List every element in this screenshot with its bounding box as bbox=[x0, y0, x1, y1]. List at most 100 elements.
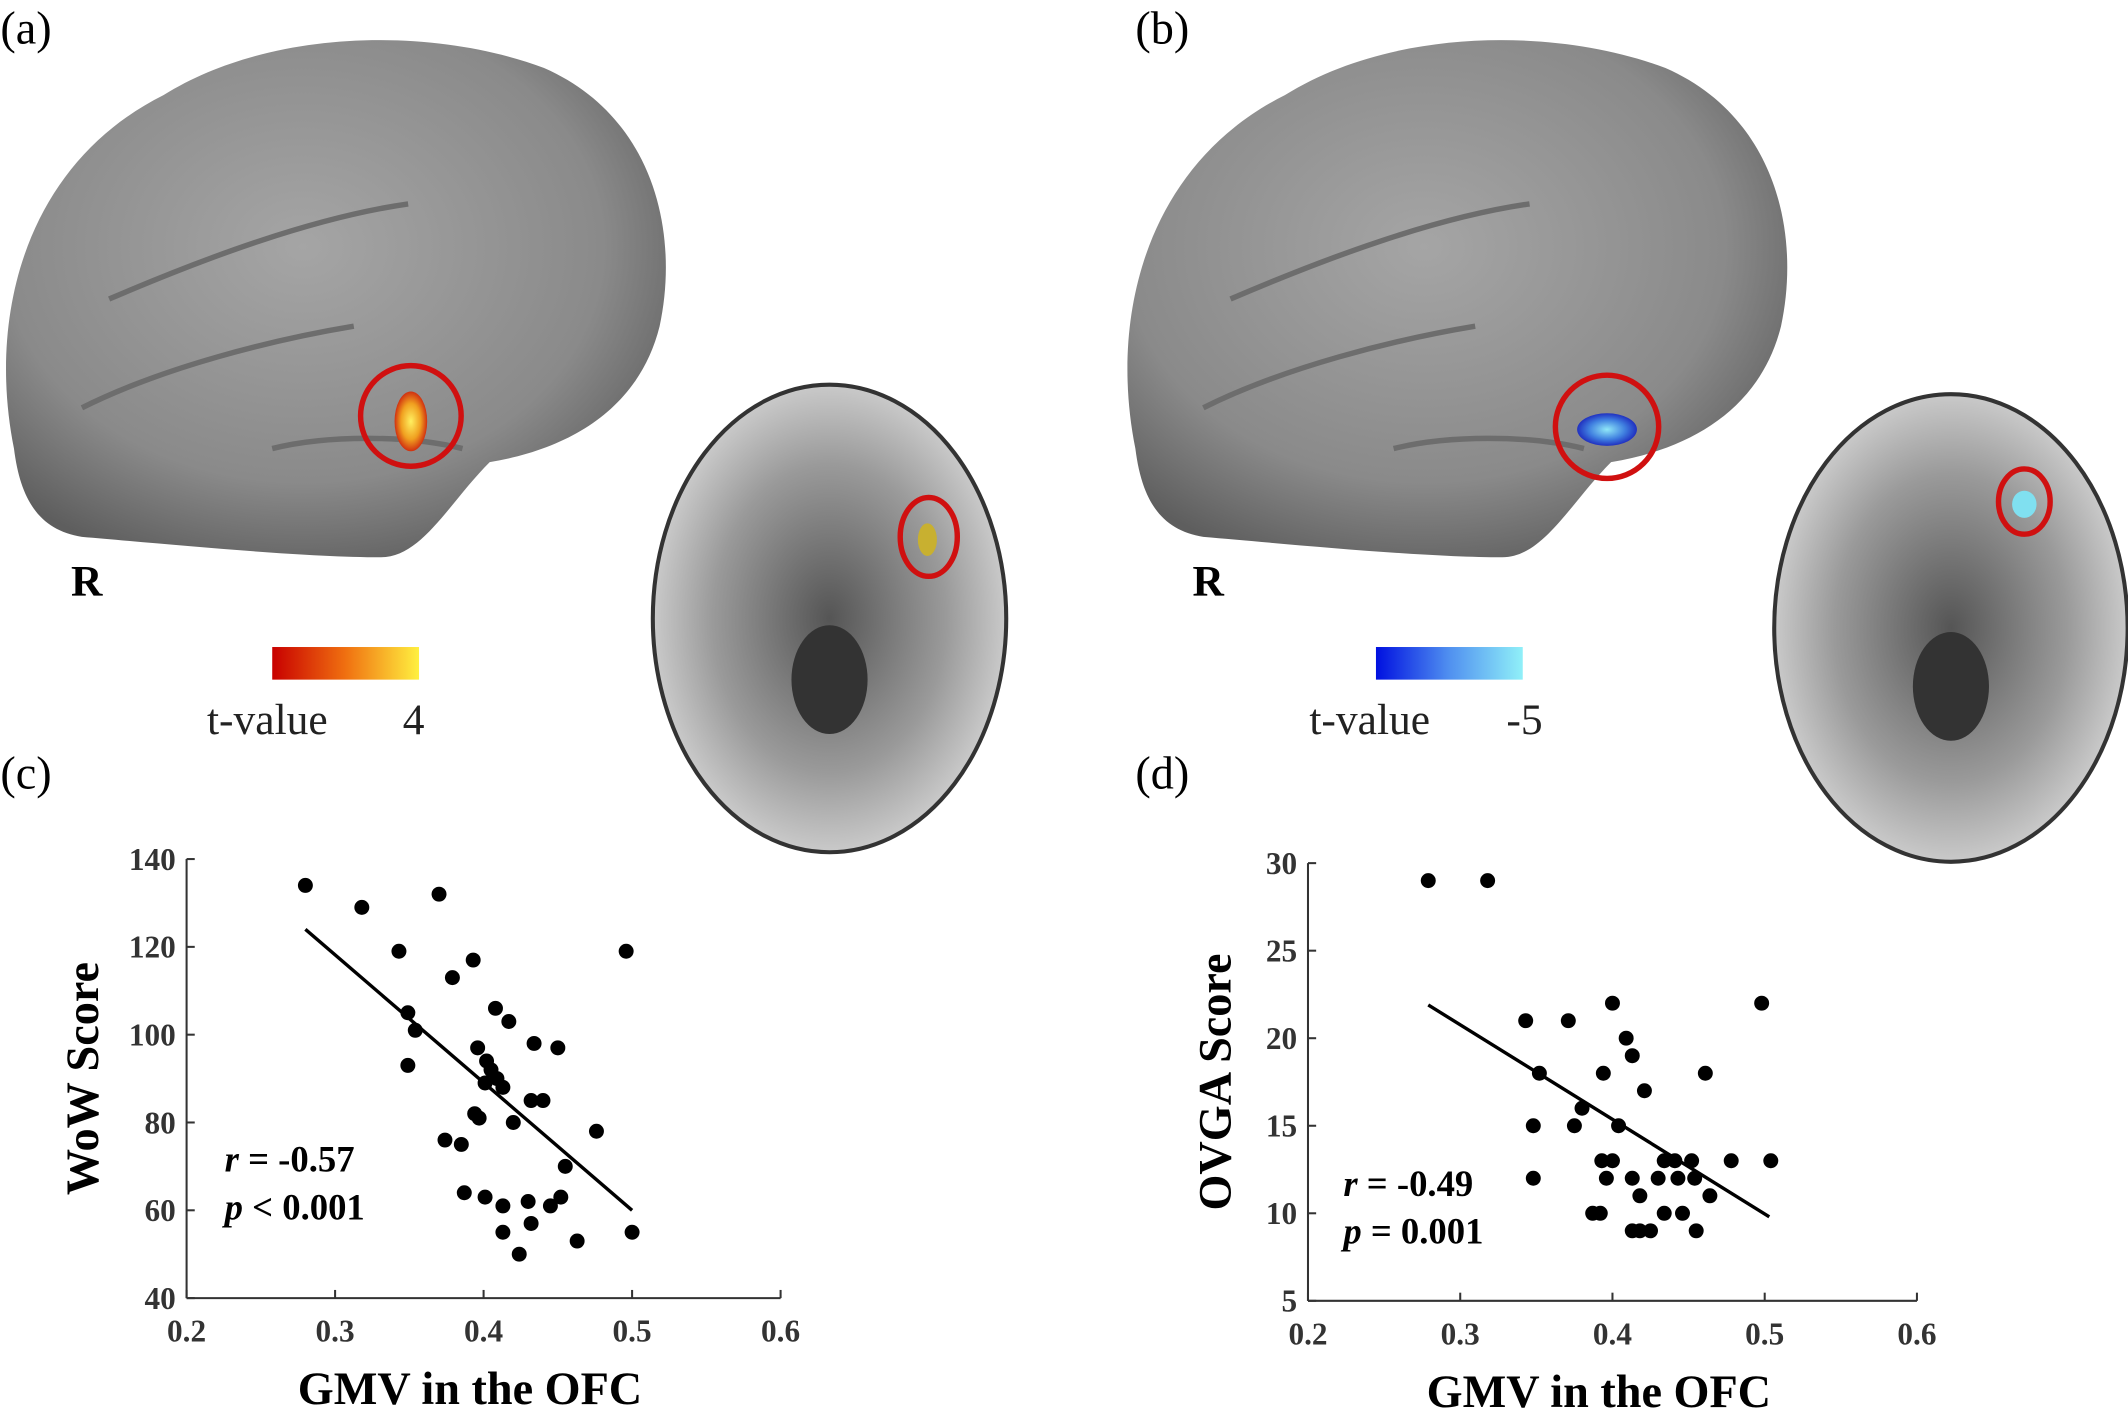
point bbox=[487, 1000, 503, 1016]
point bbox=[618, 943, 634, 959]
point bbox=[1592, 1205, 1608, 1221]
x-axis-label: GMV in the OFC bbox=[298, 1363, 642, 1414]
point bbox=[1702, 1188, 1718, 1204]
point bbox=[526, 1035, 542, 1051]
colorbar-value: 4 bbox=[403, 696, 425, 744]
annotation: r = -0.49 bbox=[1343, 1163, 1473, 1204]
point bbox=[550, 1040, 566, 1056]
point bbox=[477, 1189, 493, 1205]
annotation: p < 0.001 bbox=[222, 1186, 365, 1227]
point bbox=[1618, 1030, 1634, 1046]
x-tick-label: 0.3 bbox=[1441, 1316, 1480, 1351]
point bbox=[1675, 1205, 1690, 1221]
x-tick-label: 0.6 bbox=[761, 1314, 800, 1349]
point bbox=[354, 899, 370, 915]
point bbox=[542, 1198, 558, 1214]
colorbar bbox=[1375, 647, 1523, 680]
y-tick-label: 40 bbox=[144, 1281, 175, 1316]
point bbox=[1566, 1118, 1582, 1134]
point bbox=[1420, 873, 1436, 889]
point bbox=[1525, 1118, 1541, 1134]
y-tick-label: 120 bbox=[129, 930, 176, 965]
brain-lateral bbox=[6, 40, 666, 558]
y-tick-label: 25 bbox=[1266, 934, 1297, 969]
point bbox=[501, 1014, 517, 1029]
point bbox=[553, 1189, 569, 1205]
colorbar-value: -5 bbox=[1506, 696, 1542, 744]
y-tick-label: 100 bbox=[129, 1018, 176, 1053]
point bbox=[1670, 1170, 1686, 1186]
point bbox=[400, 1005, 416, 1021]
point bbox=[400, 1057, 416, 1073]
y-tick-label: 15 bbox=[1266, 1109, 1297, 1144]
y-tick-label: 5 bbox=[1281, 1284, 1297, 1319]
y-axis-label: OVGA Score bbox=[1190, 953, 1241, 1210]
y-tick-label: 30 bbox=[1266, 846, 1297, 881]
y-tick-label: 20 bbox=[1266, 1021, 1297, 1056]
point bbox=[495, 1079, 511, 1095]
point bbox=[456, 1185, 472, 1201]
point bbox=[1688, 1223, 1704, 1239]
panel-label: (a) bbox=[0, 2, 51, 53]
point bbox=[1632, 1223, 1648, 1239]
point bbox=[444, 970, 460, 986]
y-tick-label: 10 bbox=[1266, 1196, 1297, 1231]
panel-label: (c) bbox=[0, 747, 51, 798]
point bbox=[1518, 1013, 1534, 1029]
panel-label: (b) bbox=[1135, 2, 1189, 53]
point bbox=[1525, 1170, 1541, 1186]
x-tick-label: 0.4 bbox=[464, 1314, 503, 1349]
y-axis-label: WoW Score bbox=[57, 962, 108, 1195]
x-axis-label: GMV in the OFC bbox=[1427, 1366, 1771, 1415]
point bbox=[437, 1132, 453, 1148]
point bbox=[1598, 1170, 1614, 1186]
point bbox=[1595, 1065, 1611, 1081]
point bbox=[495, 1198, 511, 1214]
point bbox=[1632, 1188, 1648, 1204]
point bbox=[1480, 873, 1496, 889]
point bbox=[1763, 1153, 1779, 1169]
point bbox=[1697, 1065, 1713, 1081]
y-tick-label: 80 bbox=[144, 1105, 175, 1140]
point bbox=[1650, 1170, 1666, 1186]
point bbox=[535, 1093, 551, 1109]
y-tick-label: 60 bbox=[144, 1193, 175, 1228]
colorbar-label: t-value bbox=[207, 696, 328, 744]
point bbox=[1636, 1083, 1652, 1099]
side-label: R bbox=[1192, 557, 1224, 605]
x-tick-label: 0.3 bbox=[316, 1314, 355, 1349]
point bbox=[557, 1158, 573, 1174]
x-tick-label: 0.2 bbox=[167, 1314, 206, 1349]
annotation: r = -0.57 bbox=[225, 1139, 355, 1180]
point bbox=[471, 1110, 487, 1126]
point bbox=[470, 1040, 486, 1056]
x-tick-label: 0.4 bbox=[1593, 1316, 1632, 1351]
point bbox=[431, 886, 447, 902]
y-tick-label: 140 bbox=[129, 842, 176, 877]
point bbox=[297, 877, 313, 893]
point bbox=[569, 1233, 585, 1249]
point bbox=[511, 1246, 527, 1262]
point bbox=[453, 1136, 469, 1152]
fit-line bbox=[304, 928, 634, 1212]
annotation: p = 0.001 bbox=[1340, 1211, 1483, 1252]
point bbox=[495, 1224, 511, 1240]
fit-line bbox=[1427, 1003, 1771, 1219]
point bbox=[523, 1093, 539, 1109]
point bbox=[1643, 1223, 1659, 1239]
colorbar bbox=[272, 647, 420, 680]
brain-axial bbox=[650, 382, 1009, 855]
point bbox=[523, 1215, 539, 1231]
point bbox=[1723, 1153, 1739, 1169]
point bbox=[1624, 1170, 1640, 1186]
point bbox=[465, 952, 481, 968]
point bbox=[1656, 1205, 1672, 1221]
panel-label: (d) bbox=[1135, 747, 1189, 798]
brain-axial bbox=[1772, 392, 2128, 864]
side-label: R bbox=[71, 557, 103, 605]
point bbox=[1656, 1153, 1672, 1169]
point bbox=[520, 1194, 536, 1209]
point bbox=[1754, 995, 1770, 1011]
point bbox=[624, 1224, 640, 1240]
